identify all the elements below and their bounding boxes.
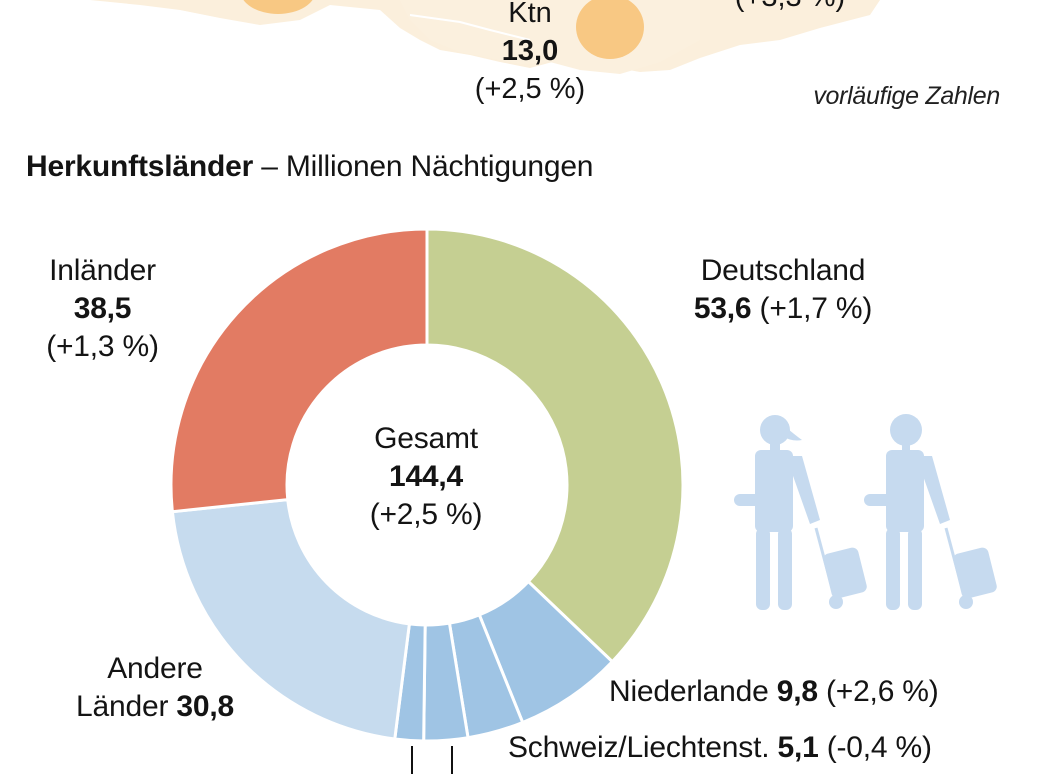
chart-title: Herkunftsländer – Millionen Nächtigungen <box>26 150 593 184</box>
slice-value: 5,1 <box>777 731 819 764</box>
travelers-illustration <box>734 414 997 610</box>
donut-slice-inl-nder <box>169 227 429 514</box>
slice-name: Niederlande <box>609 675 777 708</box>
label-niederlande: Niederlande 9,8 (+2,6 %) <box>609 673 1029 711</box>
title-bold: Herkunftsländer <box>26 150 254 183</box>
donut-slice-deutschland <box>425 227 685 664</box>
donut-slice-andere-l-nder <box>170 497 412 741</box>
label-inlaender: Inländer 38,5 (+1,3 %) <box>20 252 185 366</box>
region-name: Ktn <box>508 0 552 29</box>
center-change: (+2,5 %) <box>369 498 483 531</box>
center-label: Gesamt <box>374 422 478 455</box>
map-bubble <box>243 0 313 14</box>
preliminary-note: vorläufige Zahlen <box>813 82 1000 110</box>
slice-name: Schweiz/Liechtenst. <box>508 731 778 764</box>
map-label-region-2: (+3,3 %) <box>720 0 860 16</box>
region-value: 13,0 <box>501 35 559 67</box>
map-bubble-ktn <box>576 0 644 59</box>
slice-name-line1: Andere <box>107 652 203 685</box>
slice-change: (+2,6 %) <box>817 675 939 708</box>
label-schweiz: Schweiz/Liechtenst. 5,1 (-0,4 %) <box>508 729 1040 767</box>
slice-value: 38,5 <box>73 292 132 325</box>
slice-name: Deutschland <box>700 254 866 287</box>
label-deutschland: Deutschland 53,6 (+1,7 %) <box>653 252 913 328</box>
slice-name: Inländer <box>49 254 156 287</box>
slice-value: 30,8 <box>176 690 234 723</box>
traveler-woman-icon <box>734 415 867 610</box>
donut-slices <box>169 227 685 743</box>
austria-map-fragment <box>90 0 880 74</box>
slice-change: (+1,3 %) <box>46 330 159 363</box>
label-andere: Andere Länder 30,8 <box>50 650 260 726</box>
slice-name-line2: Länder <box>76 690 177 723</box>
slice-change: (-0,4 %) <box>818 731 932 764</box>
center-value: 144,4 <box>388 460 464 493</box>
slice-value: 53,6 <box>693 292 752 325</box>
region-change: (+2,5 %) <box>474 73 586 105</box>
traveler-man-icon <box>864 414 997 610</box>
slice-change: (+1,7 %) <box>751 292 873 325</box>
slice-value: 9,8 <box>776 675 818 708</box>
region-change: (+3,3 %) <box>720 0 860 16</box>
map-label-ktn: Ktn 13,0 (+2,5 %) <box>470 0 590 108</box>
title-rest: – Millionen Nächtigungen <box>253 150 594 183</box>
center-total-label: Gesamt 144,4 (+2,5 %) <box>326 420 526 534</box>
